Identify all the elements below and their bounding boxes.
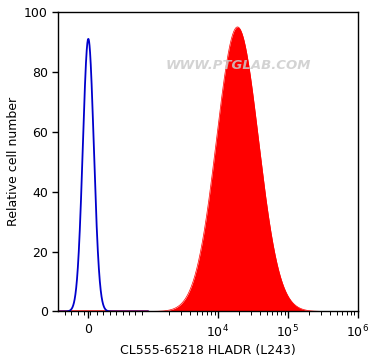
X-axis label: CL555-65218 HLADR (L243): CL555-65218 HLADR (L243) (120, 344, 296, 357)
Text: WWW.PTGLAB.COM: WWW.PTGLAB.COM (165, 59, 311, 72)
Y-axis label: Relative cell number: Relative cell number (7, 97, 20, 226)
